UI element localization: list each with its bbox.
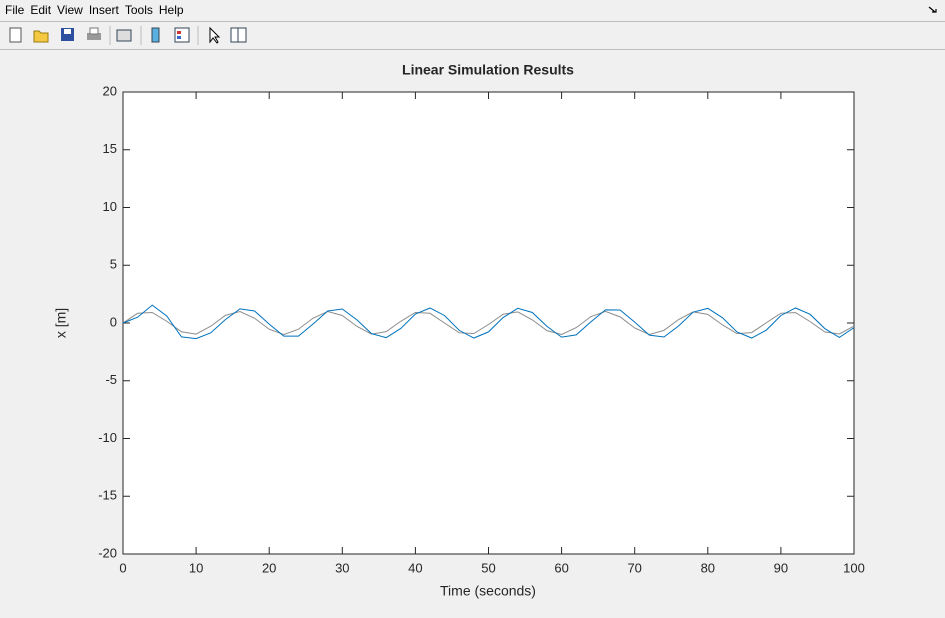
x-tick-label: 40 [408,560,422,575]
open-icon[interactable] [33,30,49,43]
y-tick-label: 5 [110,257,117,272]
menu-item[interactable]: Edit [30,3,52,17]
dock-icon[interactable] [926,4,940,16]
x-tick-label: 50 [481,560,495,575]
x-tick-label: 10 [189,560,203,575]
y-tick-label: 15 [103,141,117,156]
menu-bar: File Edit View Insert Tools Help [0,0,945,20]
x-tick-label: 60 [554,560,568,575]
y-tick-label: -5 [105,372,117,387]
x-axis-label: Time (seconds) [440,583,536,599]
toolbar [0,21,945,50]
x-tick-label: 20 [262,560,276,575]
colorbar-icon[interactable] [151,27,160,43]
x-tick-label: 80 [701,560,715,575]
axes-box [122,91,855,555]
legend-icon[interactable] [174,27,190,43]
y-tick-label: -15 [98,488,117,503]
save-icon[interactable] [61,28,74,41]
property-icon[interactable] [230,27,247,43]
x-tick-label: 70 [627,560,641,575]
x-tick-label: 90 [774,560,788,575]
y-tick-label: -20 [98,545,117,560]
print-icon[interactable] [87,27,101,40]
x-tick-label: 0 [119,560,126,575]
menu-item[interactable]: File [5,3,25,17]
x-tick-label: 30 [335,560,349,575]
chart: Linear Simulation Results Time (seconds)… [53,62,865,599]
y-tick-label: 20 [103,83,117,98]
chart-title: Linear Simulation Results [402,62,574,78]
menu-item[interactable]: Insert [88,3,119,17]
link-icon[interactable] [116,29,132,42]
pointer-icon[interactable] [209,26,221,44]
menu-item[interactable]: View [57,3,83,17]
new-icon[interactable] [9,27,22,43]
series-line [122,310,855,336]
y-axis-label: x [m] [53,308,69,338]
x-tick-label: 100 [843,560,865,575]
menu-item[interactable]: Help [158,3,184,17]
y-tick-label: -10 [98,430,117,445]
y-tick-label: 10 [103,199,117,214]
series-line [122,304,855,340]
y-tick-label: 0 [110,314,117,329]
menu-item[interactable]: Tools [124,3,153,17]
